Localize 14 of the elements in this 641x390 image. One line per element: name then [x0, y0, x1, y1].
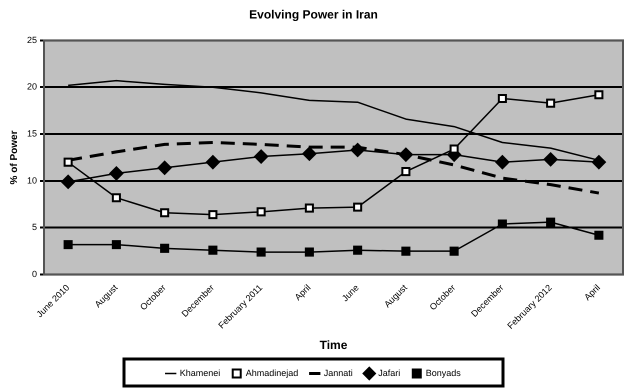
legend-label: Ahmadinejad [246, 368, 298, 378]
legend-label: Jafari [378, 368, 400, 378]
x-axis-title: Time [320, 338, 348, 352]
legend-label: Jannati [324, 368, 353, 378]
y-tick-label: 15 [26, 128, 38, 139]
y-tick-label: 0 [32, 269, 38, 280]
y-axis-title: % of Power [8, 130, 20, 184]
legend-label: Khamenei [180, 368, 220, 378]
y-tick-label: 25 [26, 34, 38, 45]
y-tick-label: 20 [26, 82, 38, 92]
y-tick-label: 10 [26, 175, 38, 186]
legend-label: Bonyads [426, 368, 462, 378]
y-tick-label: 5 [32, 222, 38, 232]
chart-title: Evolving Power in Iran [249, 8, 378, 22]
